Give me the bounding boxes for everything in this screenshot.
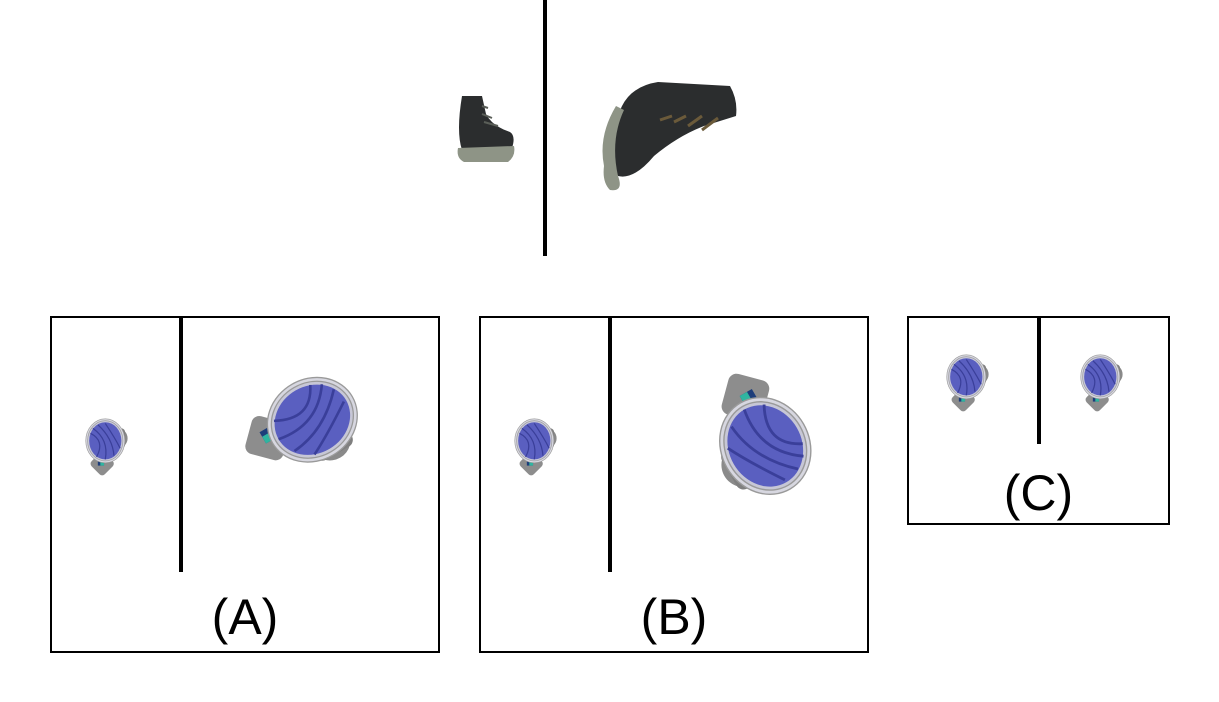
option-c-label: (C): [1003, 465, 1074, 521]
fan-large-rotated-icon: [220, 368, 390, 498]
fan-small-icon: [85, 418, 129, 479]
option-a-divider: [179, 318, 183, 572]
fan-small-icon: [946, 354, 990, 415]
option-c-panel[interactable]: (C): [907, 316, 1170, 525]
option-b-panel[interactable]: (B): [479, 316, 869, 653]
option-a-panel[interactable]: (A): [50, 316, 440, 653]
fan-small-icon: [1080, 354, 1124, 415]
option-b-divider: [608, 318, 612, 572]
option-b-label: (B): [640, 589, 708, 645]
fan-small-icon: [514, 418, 558, 479]
example-panel: [440, 0, 760, 260]
example-divider: [543, 0, 547, 256]
option-a-label: (A): [211, 589, 279, 645]
boot-small-icon: [457, 96, 515, 162]
option-c-divider: [1037, 318, 1041, 444]
boot-large-rotated-icon: [602, 82, 737, 191]
fan-large-rotated-icon: [681, 358, 821, 518]
